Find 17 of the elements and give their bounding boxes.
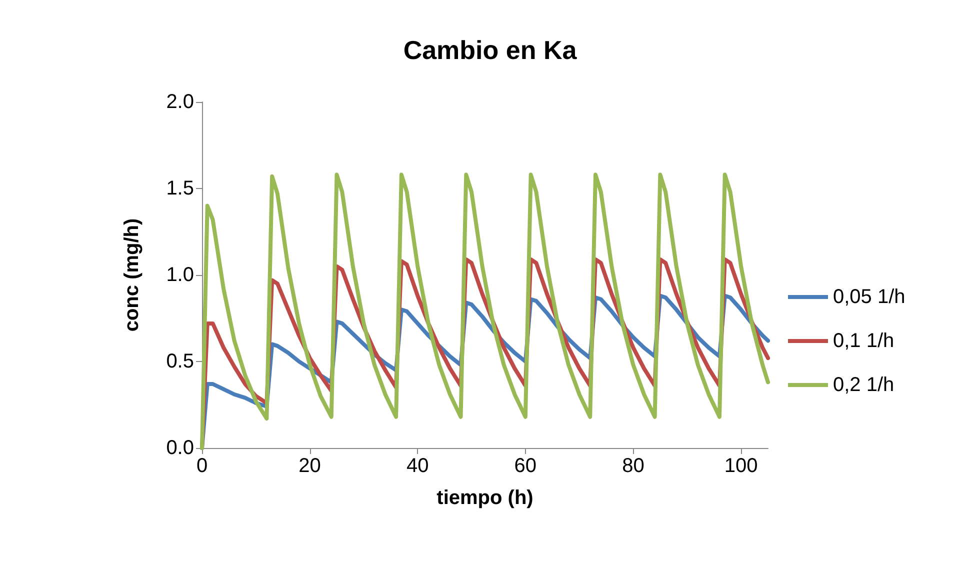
x-tick-label: 100 xyxy=(724,455,758,477)
legend-label: 0,2 1/h xyxy=(833,374,894,396)
legend-label: 0,1 1/h xyxy=(833,330,894,352)
y-tick-label: 2.0 xyxy=(166,91,194,113)
x-tick-label: 0 xyxy=(196,455,208,477)
legend-label: 0,05 1/h xyxy=(833,286,906,308)
y-tick-label: 1.5 xyxy=(166,178,194,200)
x-tick-label: 40 xyxy=(406,455,429,477)
y-tick-label: 0.5 xyxy=(166,350,194,372)
x-tick-label: 60 xyxy=(514,455,537,477)
y-tick-label: 1.0 xyxy=(166,264,194,286)
x-tick-label: 20 xyxy=(298,455,321,477)
y-tick-label: 0.0 xyxy=(166,437,194,459)
x-axis-title: tiempo (h) xyxy=(436,487,534,509)
x-tick-label: 80 xyxy=(622,455,644,477)
y-axis-title: conc (mg/h) xyxy=(121,218,143,332)
chart-title: Cambio en Ka xyxy=(403,35,578,65)
